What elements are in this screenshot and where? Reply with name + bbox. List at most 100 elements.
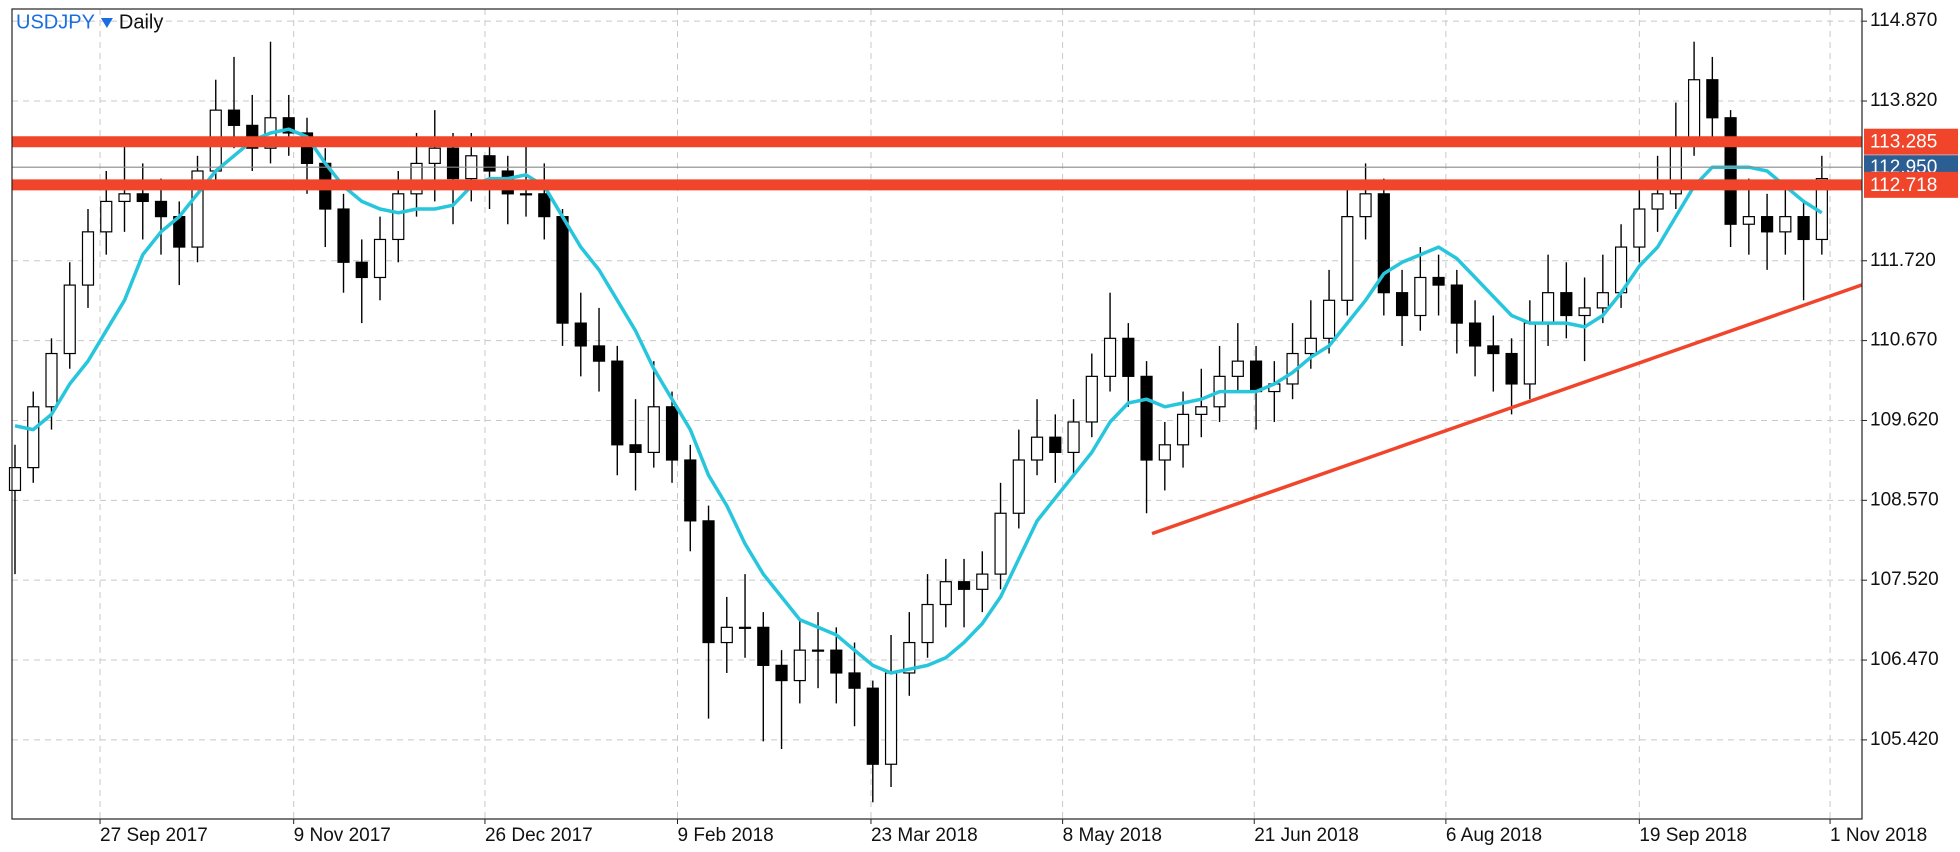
candle-body bbox=[63, 284, 76, 355]
candle-body bbox=[702, 520, 715, 644]
candle-body bbox=[1797, 216, 1810, 241]
candle-body bbox=[994, 512, 1007, 575]
axis-layer: 114.870 113.820 111.720 110.670 109.620 108.5… bbox=[99, 10, 1958, 846]
candle-body bbox=[8, 467, 22, 492]
y-tick-label: 109.620 bbox=[1870, 409, 1939, 430]
candle-body bbox=[957, 581, 971, 590]
candle-body bbox=[392, 193, 405, 241]
candle-body bbox=[1541, 292, 1555, 324]
candle-body bbox=[191, 170, 204, 248]
candle-body bbox=[866, 687, 879, 765]
candle-body bbox=[976, 573, 989, 590]
timeframe-label: Daily bbox=[119, 11, 163, 33]
candle-body bbox=[1341, 216, 1354, 301]
candle-body bbox=[1596, 292, 1609, 309]
candle-body bbox=[428, 147, 441, 164]
symbol-dropdown-icon[interactable] bbox=[100, 18, 113, 28]
y-tick-label: 114.870 bbox=[1870, 10, 1937, 31]
x-tick-label: 9 Nov 2017 bbox=[294, 825, 391, 846]
candle-body bbox=[1560, 292, 1573, 317]
x-tick-label: 23 Mar 2018 bbox=[871, 825, 978, 846]
y-tick-label: 105.420 bbox=[1870, 729, 1939, 750]
candle-body bbox=[1030, 436, 1044, 461]
candle-body bbox=[45, 352, 58, 408]
candle-body bbox=[282, 117, 295, 134]
candle-body bbox=[793, 649, 806, 682]
candle-body bbox=[1012, 459, 1025, 514]
candle-body bbox=[1468, 322, 1482, 347]
candle-body bbox=[1760, 216, 1774, 233]
candle-body bbox=[410, 162, 423, 195]
candle-body bbox=[1249, 360, 1263, 393]
level-label: 112.718 bbox=[1870, 175, 1937, 196]
candle-body bbox=[1085, 375, 1098, 423]
candle-body bbox=[1742, 216, 1755, 225]
candle-body bbox=[1651, 193, 1664, 210]
y-tick-label: 111.720 bbox=[1870, 250, 1936, 271]
candle-body bbox=[81, 231, 95, 286]
y-tick-label: 108.570 bbox=[1870, 489, 1939, 510]
y-tick-label: 110.670 bbox=[1870, 330, 1937, 351]
candle-body bbox=[136, 193, 149, 203]
candle-body bbox=[1487, 345, 1500, 355]
candle-body bbox=[1322, 299, 1336, 339]
candle-body bbox=[337, 208, 350, 263]
candle-body bbox=[574, 322, 587, 347]
candle-body bbox=[647, 406, 660, 454]
candle-body bbox=[1049, 436, 1062, 454]
candle-body bbox=[1395, 292, 1409, 317]
x-tick-label: 19 Sep 2018 bbox=[1639, 825, 1747, 846]
y-tick-label: 106.470 bbox=[1870, 649, 1939, 670]
candle-body bbox=[811, 649, 825, 652]
candle-body bbox=[1304, 337, 1317, 355]
candle-body bbox=[921, 603, 934, 644]
candle-body bbox=[903, 641, 916, 674]
candle-body bbox=[1633, 208, 1646, 248]
candle-body bbox=[118, 193, 131, 203]
candle-body bbox=[1687, 79, 1701, 142]
level-label: 113.285 bbox=[1870, 132, 1937, 153]
candle-body bbox=[1578, 307, 1591, 317]
x-tick-label: 9 Feb 2018 bbox=[678, 825, 774, 846]
candle-body bbox=[1067, 421, 1080, 454]
candle-body bbox=[1779, 216, 1792, 233]
plot-layer bbox=[8, 41, 1863, 803]
candle-body bbox=[100, 200, 113, 233]
x-tick-label: 21 Jun 2018 bbox=[1254, 825, 1359, 846]
candle-body bbox=[519, 193, 533, 196]
candle-body bbox=[720, 626, 733, 644]
y-tick-label: 107.520 bbox=[1870, 569, 1939, 590]
y-tick-label: 113.820 bbox=[1870, 90, 1937, 111]
candle-body bbox=[1523, 322, 1536, 385]
candle-body bbox=[939, 581, 952, 606]
candle-body bbox=[775, 664, 788, 682]
candle-body bbox=[1103, 337, 1117, 377]
candle-body bbox=[446, 147, 460, 180]
candle-body bbox=[483, 155, 496, 172]
candle-body bbox=[538, 193, 551, 218]
candle-body bbox=[848, 672, 861, 689]
candle-body bbox=[684, 459, 697, 522]
candle-body bbox=[1122, 337, 1135, 377]
candle-body bbox=[611, 360, 624, 446]
candle-body bbox=[1231, 360, 1244, 377]
level-label-box bbox=[1864, 128, 1958, 155]
candle-body bbox=[1158, 444, 1171, 461]
candle-body bbox=[1432, 276, 1445, 286]
x-tick-label: 27 Sep 2017 bbox=[100, 825, 208, 846]
x-tick-label: 8 May 2018 bbox=[1063, 825, 1162, 846]
candle-body bbox=[665, 406, 679, 461]
candle-body bbox=[300, 132, 314, 164]
candle-body bbox=[1724, 117, 1737, 225]
candle-body bbox=[1377, 193, 1390, 294]
x-tick-label: 1 Nov 2018 bbox=[1830, 825, 1927, 846]
candle-body bbox=[1140, 375, 1153, 461]
candle-body bbox=[1706, 79, 1719, 119]
candle-body bbox=[227, 109, 241, 126]
trendline bbox=[1151, 283, 1863, 536]
symbol-title[interactable]: USDJPY bbox=[16, 11, 95, 33]
candle-body bbox=[1195, 406, 1208, 415]
candle-body bbox=[1505, 352, 1518, 385]
candle-body bbox=[1176, 413, 1190, 446]
